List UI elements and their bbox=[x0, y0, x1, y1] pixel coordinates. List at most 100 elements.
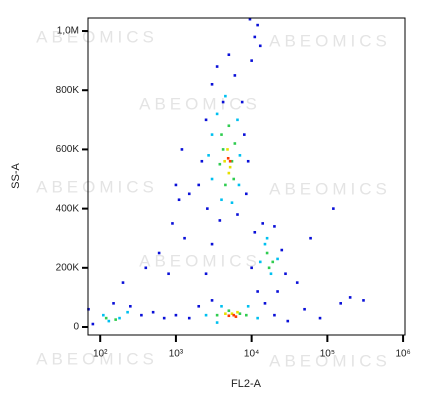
data-point bbox=[180, 148, 184, 151]
data-point bbox=[140, 313, 143, 317]
data-point bbox=[206, 207, 209, 210]
data-point bbox=[238, 154, 242, 157]
data-point bbox=[230, 201, 234, 204]
data-point bbox=[269, 272, 273, 276]
x-tick-label: 10⁵ bbox=[320, 349, 335, 360]
data-point bbox=[362, 299, 365, 302]
data-point bbox=[273, 225, 276, 228]
data-point bbox=[187, 316, 191, 320]
data-point bbox=[233, 74, 237, 77]
data-point bbox=[227, 171, 231, 175]
data-point bbox=[250, 266, 253, 270]
data-point bbox=[221, 148, 225, 151]
x-tick-label: 10⁶ bbox=[395, 349, 410, 360]
data-point bbox=[183, 236, 186, 240]
x-tick-label: 10² bbox=[93, 349, 108, 360]
data-point bbox=[215, 321, 219, 324]
data-point bbox=[276, 290, 279, 293]
data-point bbox=[233, 142, 237, 145]
data-point bbox=[276, 257, 279, 261]
data-point bbox=[210, 299, 214, 302]
data-point bbox=[167, 272, 170, 276]
data-point bbox=[162, 316, 166, 320]
data-point bbox=[220, 133, 223, 136]
data-point bbox=[284, 272, 287, 276]
watermark: ABEOMICS bbox=[139, 94, 261, 113]
data-point bbox=[263, 242, 267, 246]
data-point bbox=[265, 236, 269, 240]
data-point bbox=[224, 312, 227, 315]
watermark: ABEOMICS bbox=[36, 349, 158, 368]
y-axis-title: SS-A bbox=[10, 163, 22, 189]
data-point bbox=[215, 313, 219, 317]
data-point bbox=[286, 319, 290, 323]
data-point bbox=[107, 319, 111, 323]
data-point bbox=[210, 133, 214, 136]
data-point bbox=[223, 159, 226, 163]
data-point bbox=[230, 312, 234, 315]
data-point bbox=[226, 156, 230, 160]
plot-frame bbox=[87, 17, 406, 336]
data-point bbox=[236, 213, 239, 216]
data-point bbox=[104, 316, 108, 320]
data-point bbox=[246, 304, 250, 308]
data-point bbox=[220, 304, 223, 308]
data-point bbox=[234, 315, 238, 318]
data-point bbox=[256, 316, 259, 320]
data-point bbox=[263, 302, 267, 305]
watermark: ABEOMICS bbox=[139, 251, 261, 270]
data-point bbox=[246, 159, 250, 163]
data-point bbox=[273, 313, 276, 317]
y-tick-label: 200K bbox=[56, 262, 80, 273]
data-point bbox=[256, 23, 259, 27]
data-point bbox=[157, 251, 161, 255]
data-point bbox=[248, 17, 252, 21]
data-point bbox=[218, 219, 222, 222]
data-point bbox=[243, 133, 246, 136]
data-point bbox=[226, 148, 229, 151]
data-point bbox=[215, 112, 219, 116]
data-point bbox=[174, 313, 178, 317]
data-point bbox=[318, 316, 322, 320]
data-point bbox=[204, 313, 208, 317]
data-point bbox=[207, 154, 210, 157]
data-point bbox=[197, 304, 201, 308]
data-point bbox=[228, 159, 232, 163]
data-point bbox=[236, 118, 239, 122]
data-point bbox=[187, 192, 191, 196]
data-point bbox=[244, 313, 248, 317]
data-point bbox=[238, 312, 242, 315]
data-point bbox=[280, 248, 284, 252]
data-point bbox=[210, 242, 214, 246]
data-point bbox=[121, 281, 125, 284]
data-point bbox=[244, 192, 248, 196]
data-point bbox=[210, 83, 214, 86]
data-point bbox=[261, 222, 265, 225]
data-point bbox=[227, 314, 231, 318]
data-point bbox=[171, 222, 174, 225]
data-point bbox=[114, 318, 117, 321]
watermark: ABEOMICS bbox=[36, 27, 158, 46]
data-point bbox=[118, 316, 121, 320]
data-point bbox=[339, 302, 342, 305]
y-tick-label: 800K bbox=[56, 85, 80, 96]
data-point bbox=[200, 159, 204, 163]
data-point bbox=[256, 290, 259, 293]
watermark: ABEOMICS bbox=[269, 31, 391, 50]
data-point bbox=[271, 260, 275, 264]
data-point bbox=[102, 313, 105, 317]
y-tick-label: 400K bbox=[56, 203, 80, 214]
data-point bbox=[224, 183, 227, 187]
y-tick-label: 1,0M bbox=[57, 26, 79, 37]
watermark: ABEOMICS bbox=[269, 179, 391, 198]
data-point bbox=[265, 251, 269, 255]
data-point bbox=[258, 44, 262, 48]
data-point bbox=[144, 266, 148, 270]
data-point bbox=[91, 322, 95, 326]
data-point bbox=[177, 198, 181, 202]
data-point bbox=[126, 310, 129, 314]
y-tick-label: 600K bbox=[56, 144, 80, 155]
x-tick-label: 10³ bbox=[169, 349, 184, 360]
data-point bbox=[240, 100, 244, 104]
